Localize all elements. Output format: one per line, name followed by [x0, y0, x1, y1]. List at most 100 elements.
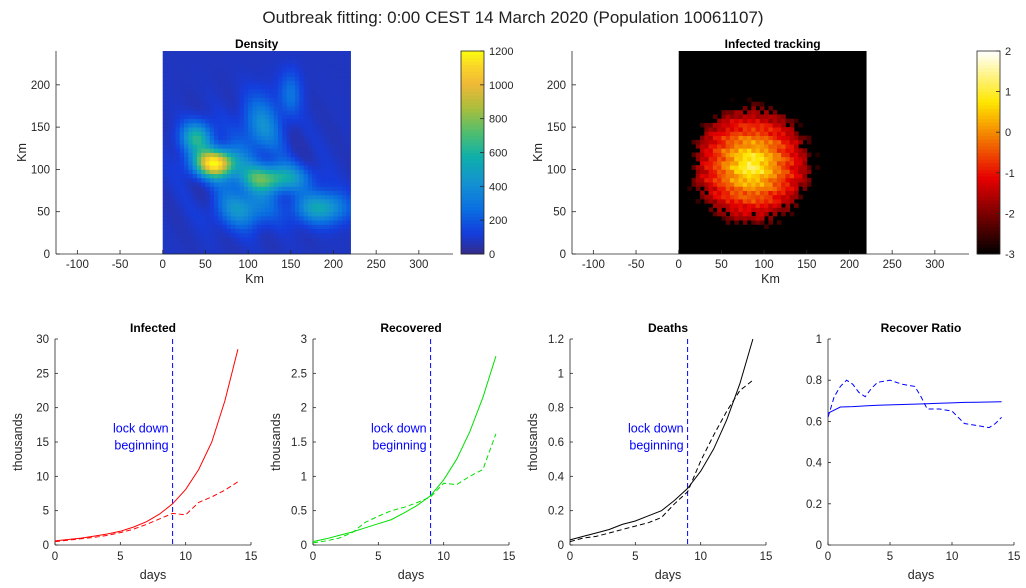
heatmap-cell	[776, 148, 782, 153]
heatmap-cell	[179, 173, 185, 179]
heatmap-cell	[337, 169, 343, 175]
heatmap-cell	[184, 144, 189, 149]
heatmap-cell	[299, 97, 304, 103]
heatmap-cell	[192, 211, 198, 217]
heatmap-cell	[192, 97, 198, 103]
heatmap-cell	[303, 190, 309, 196]
heatmap-cell	[231, 177, 236, 183]
heatmap-cell	[712, 211, 718, 217]
heatmap-cell	[329, 148, 334, 153]
model-series-line	[569, 338, 754, 541]
heatmap-cell	[179, 63, 185, 69]
heatmap-cell	[320, 173, 326, 179]
heatmap-cell	[329, 80, 334, 86]
heatmap-cell	[175, 177, 181, 183]
heatmap-cell	[704, 186, 710, 191]
heatmap-cell	[299, 72, 304, 77]
colorbar-band	[977, 226, 1000, 231]
heatmap-cell	[734, 186, 739, 191]
heatmap-cell	[273, 237, 279, 242]
heatmap-cell	[209, 135, 215, 141]
heatmap-cell	[781, 199, 786, 204]
heatmap-cell	[218, 190, 223, 196]
heatmap-cell	[184, 55, 189, 60]
heatmap-cell	[166, 51, 172, 56]
heatmap-cell	[789, 160, 795, 166]
heatmap-cell	[248, 139, 253, 145]
heatmap-cell	[282, 211, 287, 217]
heatmap-cell	[213, 190, 219, 196]
heatmap-cell	[209, 67, 215, 73]
heatmap-cell	[171, 241, 176, 246]
heatmap-cell	[192, 122, 198, 128]
colorbar-band	[461, 223, 484, 228]
heatmap-cell	[179, 249, 185, 255]
heatmap-cell	[239, 67, 245, 73]
heatmap-cell	[175, 139, 181, 145]
heatmap-cell	[793, 148, 799, 153]
heatmap-cell	[712, 139, 718, 145]
heatmap-cell	[755, 182, 761, 187]
heatmap-cell	[299, 186, 304, 191]
heatmap-cell	[166, 182, 172, 187]
heatmap-cell	[162, 173, 168, 179]
heatmap-cell	[179, 207, 185, 213]
heatmap-cell	[290, 89, 296, 94]
heatmap-cell	[798, 139, 803, 145]
heatmap-cell	[729, 139, 735, 145]
heatmap-cell	[192, 105, 198, 111]
heatmap-cell	[188, 110, 194, 115]
heatmap-cell	[772, 177, 778, 183]
heatmap-cell	[192, 173, 198, 179]
heatmap-cell	[273, 72, 279, 77]
heatmap-cell	[277, 249, 283, 255]
heatmap-cell	[324, 245, 330, 251]
heatmap-cell	[312, 89, 317, 94]
heatmap-cell	[248, 173, 253, 179]
heatmap-cell	[708, 122, 714, 128]
heatmap-cell	[222, 84, 228, 90]
heatmap-cell	[324, 118, 330, 124]
heatmap-cell	[243, 80, 249, 86]
heatmap-cell	[252, 76, 258, 82]
heatmap-cell	[171, 122, 176, 128]
heatmap-cell	[734, 194, 739, 200]
heatmap-cell	[222, 114, 228, 120]
heatmap-cell	[248, 127, 253, 132]
heatmap-cell	[213, 224, 219, 230]
heatmap-cell	[704, 152, 710, 158]
heatmap-cell	[179, 72, 185, 77]
heatmap-cell	[333, 93, 339, 98]
chart-title: Infected	[130, 321, 176, 335]
heatmap-cell	[303, 80, 309, 86]
heatmap-cell	[166, 148, 172, 153]
heatmap-cell	[316, 84, 322, 90]
heatmap-cell	[196, 177, 202, 183]
heatmap-cell	[312, 63, 317, 69]
heatmap-cell	[721, 118, 727, 124]
heatmap-cell	[256, 232, 262, 238]
heatmap-cell	[184, 228, 189, 234]
colorbar-band	[461, 132, 484, 137]
heatmap-cell	[312, 144, 317, 149]
heatmap-cell	[324, 127, 330, 132]
heatmap-cell	[239, 232, 245, 238]
heatmap-cell	[729, 190, 735, 196]
heatmap-cell	[781, 211, 786, 217]
heatmap-cell	[260, 211, 266, 217]
heatmap-cell	[768, 122, 774, 128]
heatmap-cell	[789, 190, 795, 196]
heatmap-cell	[316, 76, 322, 82]
heatmap-cell	[764, 152, 769, 158]
heatmap-cell	[768, 135, 774, 141]
heatmap-cell	[269, 169, 275, 175]
heatmap-cell	[290, 224, 296, 230]
heatmap-cell	[235, 220, 240, 225]
heatmap-cell	[764, 131, 769, 136]
heatmap-cell	[175, 127, 181, 132]
heatmap-cell	[196, 84, 202, 90]
heatmap-cell	[162, 135, 168, 141]
heatmap-cell	[290, 127, 296, 132]
heatmap-cell	[320, 97, 326, 103]
heatmap-cell	[235, 232, 240, 238]
